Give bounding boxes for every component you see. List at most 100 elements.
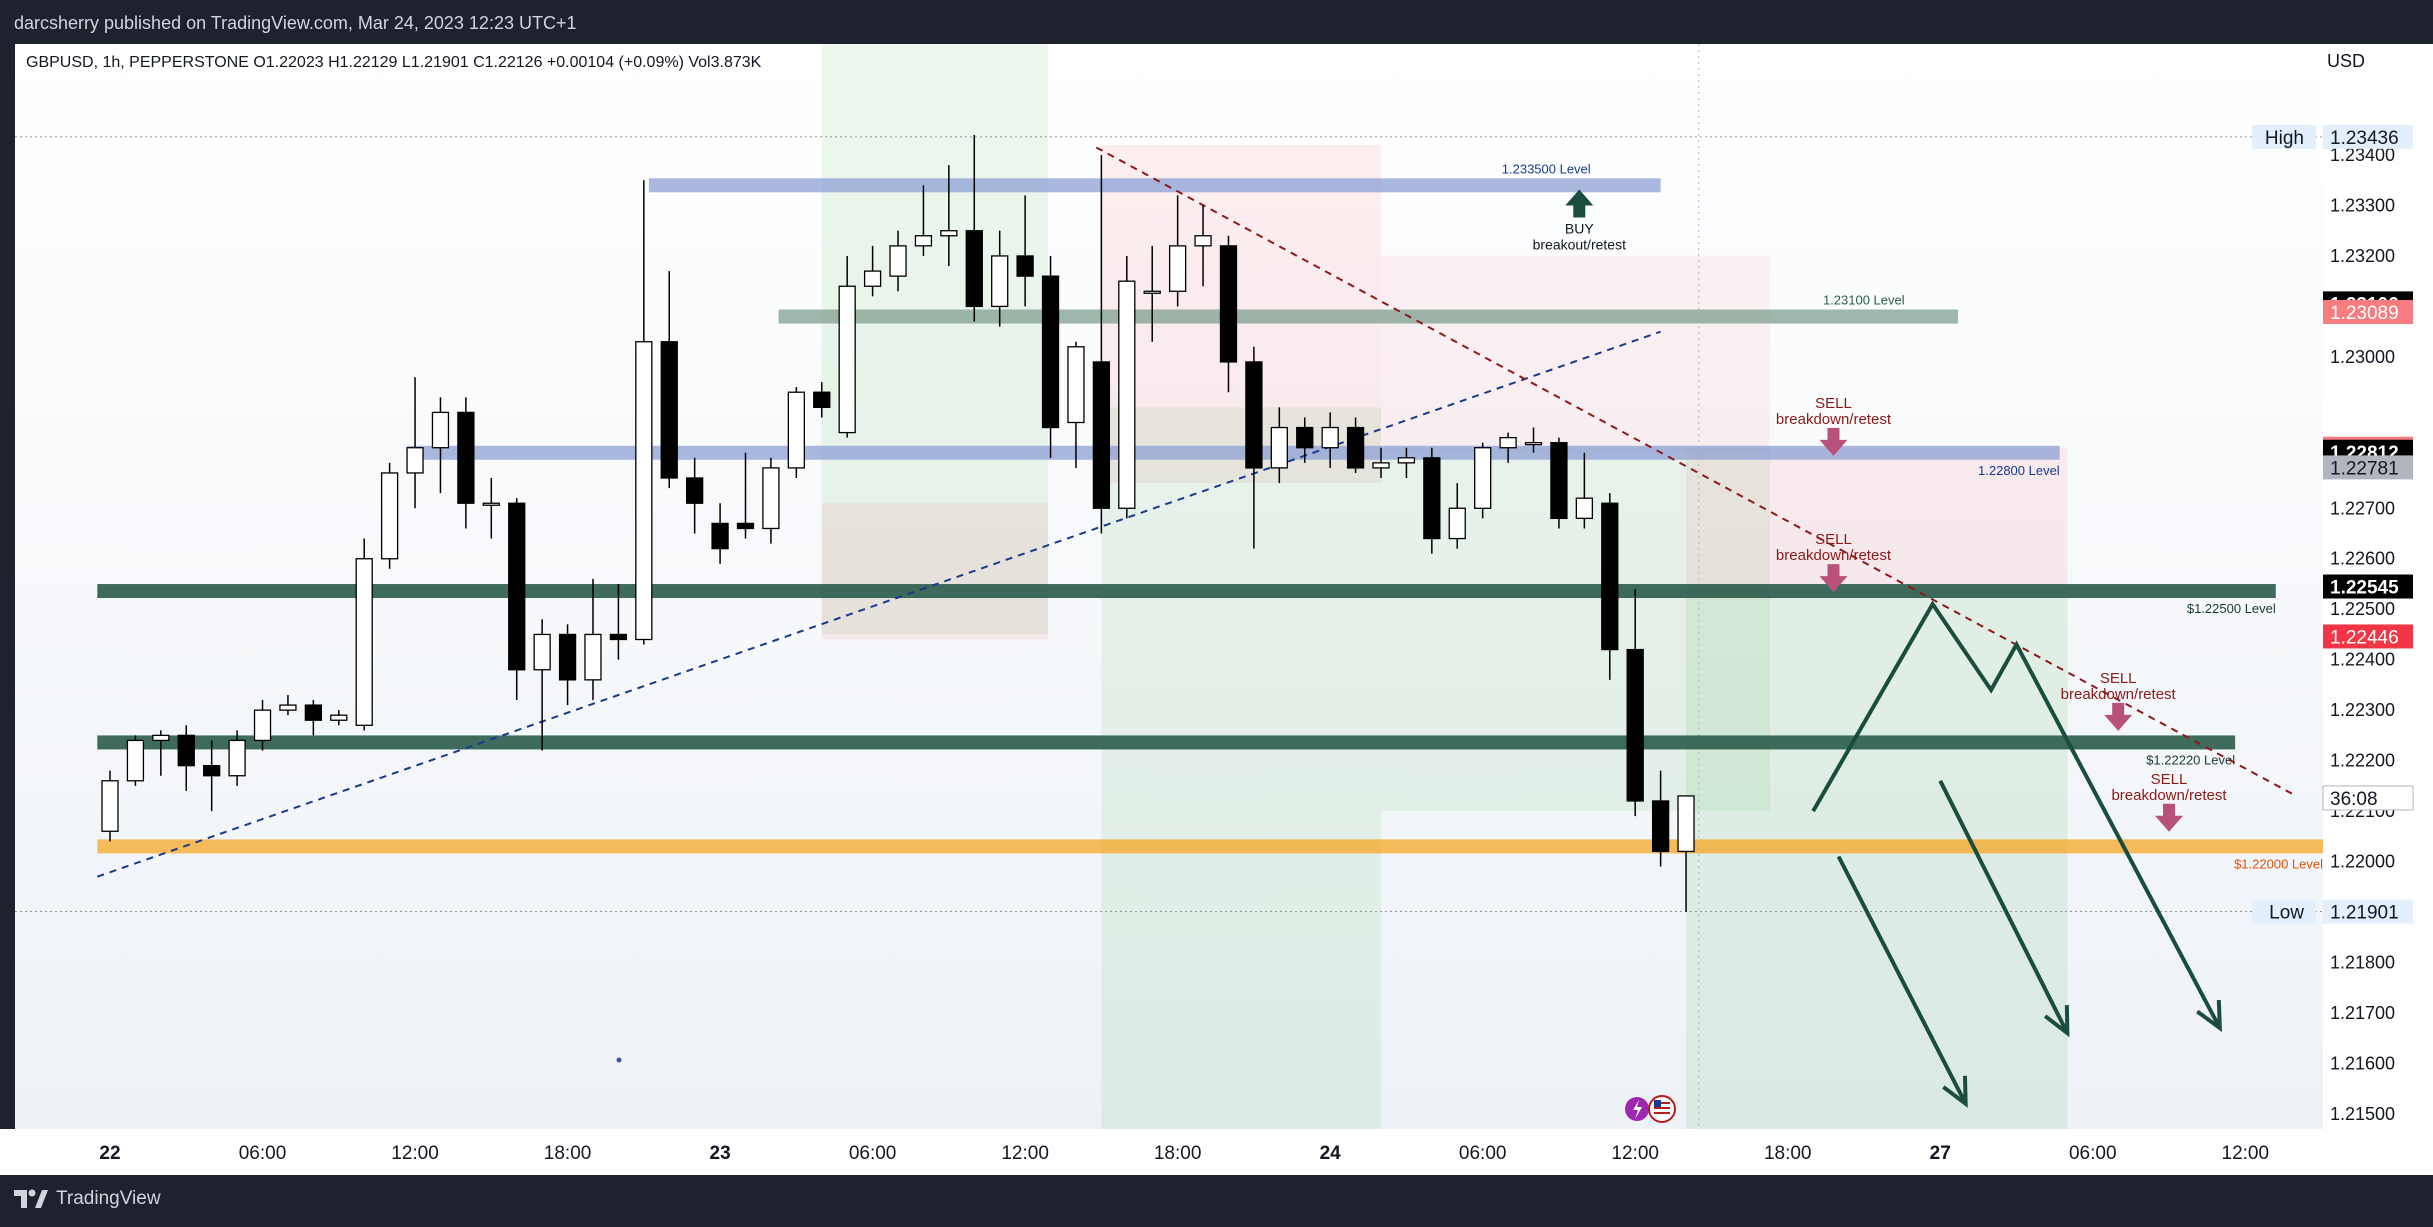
- price-label: 1.22545: [2323, 574, 2413, 599]
- candle[interactable]: [889, 230, 907, 292]
- candle[interactable]: [1677, 795, 1695, 912]
- candle[interactable]: [863, 245, 882, 297]
- bull-candle-body: [101, 780, 119, 832]
- x-tick-label: 06:00: [239, 1143, 287, 1164]
- y-tick-label: 1.21600: [2330, 1053, 2395, 1073]
- candle[interactable]: [1626, 589, 1644, 817]
- candle[interactable]: [1397, 447, 1416, 478]
- candle[interactable]: [991, 230, 1009, 327]
- candle[interactable]: [406, 377, 424, 509]
- candle[interactable]: [1067, 341, 1085, 468]
- candle[interactable]: [152, 730, 170, 776]
- candle[interactable]: [940, 165, 958, 267]
- price-label-box: [2323, 455, 2413, 480]
- candle[interactable]: [1194, 205, 1212, 287]
- candle[interactable]: [965, 134, 983, 322]
- event-icons[interactable]: [1625, 1095, 1676, 1123]
- y-tick-label: 1.22600: [2330, 549, 2395, 569]
- tradingview-logo-icon: [14, 1188, 48, 1210]
- candle[interactable]: [203, 740, 221, 812]
- candle[interactable]: [736, 452, 755, 539]
- candle[interactable]: [1372, 447, 1390, 478]
- price-label: 1.21901 Low: [2252, 899, 2413, 924]
- price-label-box: [2322, 785, 2414, 811]
- bear-candle-body: [1296, 426, 1314, 449]
- candle[interactable]: [1219, 235, 1238, 393]
- candle[interactable]: [1575, 452, 1594, 529]
- candle[interactable]: [813, 382, 831, 418]
- candle[interactable]: [1499, 432, 1517, 463]
- candle[interactable]: [101, 770, 119, 842]
- candle[interactable]: [584, 578, 602, 701]
- candle[interactable]: [660, 271, 678, 489]
- price-label-text: 36:08: [2330, 789, 2378, 810]
- bull-candle-body: [1270, 426, 1288, 469]
- lightning-bolt-icon: [1633, 1100, 1642, 1119]
- candle[interactable]: [1474, 442, 1492, 519]
- bull-candle-body: [889, 245, 907, 277]
- candle[interactable]: [762, 457, 780, 544]
- candle[interactable]: [279, 695, 297, 716]
- candle[interactable]: [177, 725, 195, 791]
- candle[interactable]: [330, 710, 348, 726]
- candle[interactable]: [1296, 417, 1314, 463]
- candle[interactable]: [431, 397, 450, 494]
- candle[interactable]: [1423, 447, 1441, 554]
- candle[interactable]: [1118, 255, 1136, 519]
- bull-candle-body: [762, 467, 780, 530]
- candle[interactable]: [838, 255, 856, 438]
- candle[interactable]: [1245, 346, 1263, 549]
- price-label: 1.22781: [2323, 455, 2413, 480]
- candle[interactable]: [686, 457, 704, 534]
- candle[interactable]: [711, 503, 729, 564]
- shaded-area: [1101, 407, 1381, 1129]
- tradingview-logo[interactable]: TradingView: [14, 1188, 161, 1210]
- candle[interactable]: [1168, 195, 1187, 307]
- candle[interactable]: [609, 583, 628, 660]
- candle[interactable]: [380, 462, 399, 569]
- projection-arrowhead: [1942, 1075, 1968, 1108]
- candle[interactable]: [1143, 245, 1161, 342]
- y-tick-label: 1.22500: [2330, 599, 2395, 619]
- candle[interactable]: [1651, 770, 1670, 867]
- candle[interactable]: [508, 498, 526, 701]
- candle[interactable]: [635, 180, 653, 645]
- candle[interactable]: [228, 730, 246, 786]
- candle[interactable]: [1041, 255, 1060, 458]
- candle[interactable]: [1016, 195, 1034, 307]
- candle[interactable]: [253, 700, 272, 751]
- bull-candle-body: [1397, 457, 1416, 464]
- candle[interactable]: [533, 619, 551, 751]
- candle[interactable]: [1448, 483, 1466, 549]
- annotation-text: BUY: [1565, 220, 1594, 236]
- candle[interactable]: [126, 735, 145, 786]
- x-tick-label: 23: [710, 1143, 731, 1164]
- candle[interactable]: [1092, 155, 1111, 534]
- candle[interactable]: [482, 478, 500, 539]
- bull-candle-body: [1372, 462, 1390, 469]
- symbol-ohlc-line: GBPUSD, 1h, PEPPERSTONE O1.22023 H1.2212…: [26, 54, 762, 71]
- sell-arrow-icon: [1819, 427, 1848, 456]
- candle[interactable]: [355, 538, 373, 731]
- candle[interactable]: [1346, 417, 1365, 473]
- candle[interactable]: [457, 397, 475, 529]
- candle[interactable]: [1270, 407, 1288, 484]
- candle[interactable]: [558, 624, 577, 706]
- candle[interactable]: [304, 700, 323, 736]
- candle[interactable]: [787, 387, 805, 478]
- candle[interactable]: [1524, 427, 1543, 453]
- projection-arrowhead: [2196, 1000, 2223, 1033]
- annotation-text: SELL: [2151, 771, 2188, 788]
- trendlines: [96, 146, 2297, 878]
- candle[interactable]: [1601, 493, 1619, 680]
- candle[interactable]: [1550, 437, 1568, 529]
- candle[interactable]: [914, 185, 933, 256]
- candle[interactable]: [1321, 412, 1339, 468]
- x-tick-label: 06:00: [849, 1143, 897, 1164]
